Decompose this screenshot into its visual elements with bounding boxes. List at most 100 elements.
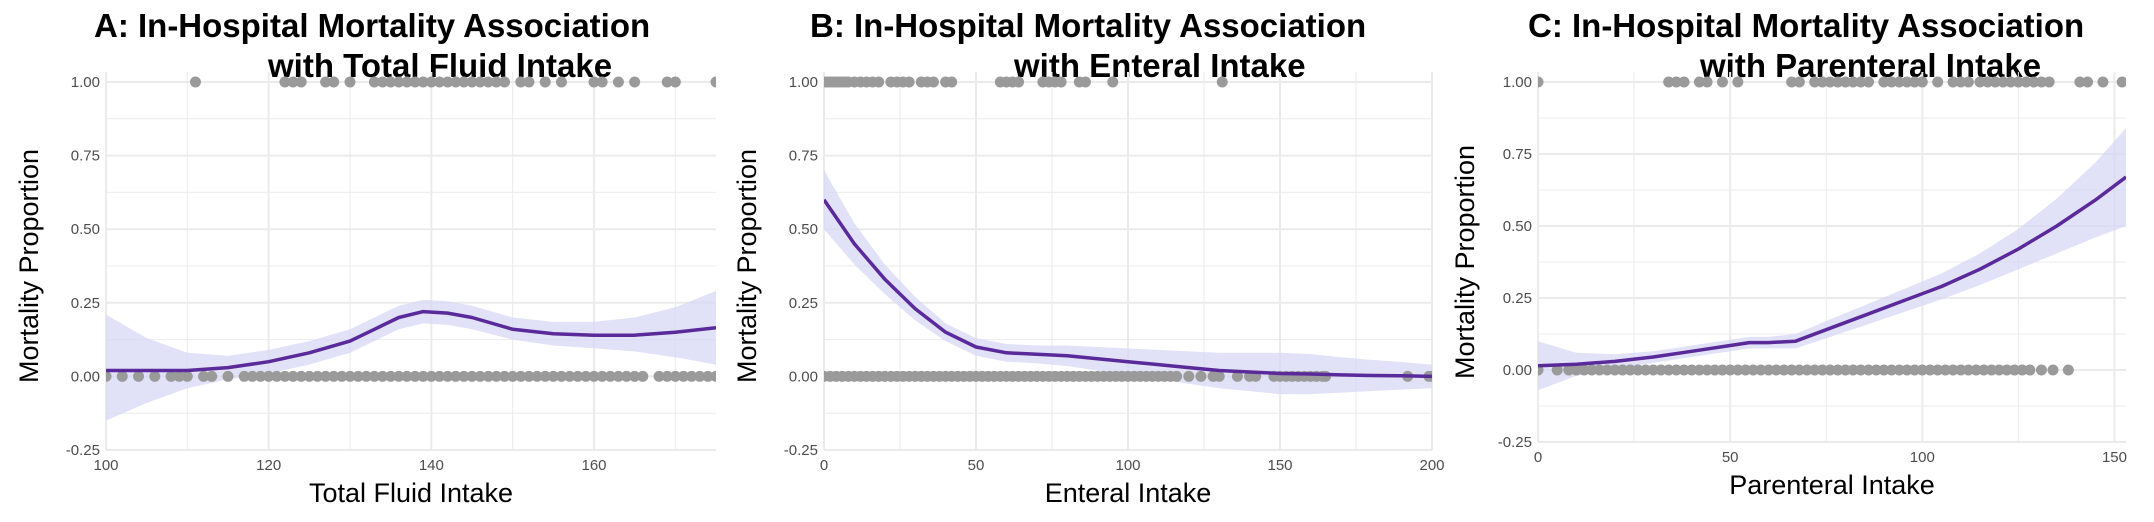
data-point-survived (1563, 364, 1575, 376)
data-point-survived (621, 370, 633, 382)
data-point-died (287, 76, 299, 88)
data-point-died (1107, 76, 1119, 88)
data-point-died (1974, 76, 1986, 88)
data-point-survived (1183, 370, 1195, 382)
data-point-survived (555, 370, 567, 382)
chart-plot-c: -0.25 0.00 0.25 0.50 0.75 1.00 0 50 100 150 Parent… (1450, 72, 2127, 500)
data-point-survived (1839, 364, 1851, 376)
data-point-died (669, 76, 681, 88)
data-point-survived (1724, 364, 1736, 376)
data-point-survived (1593, 364, 1605, 376)
data-point-died (1878, 76, 1890, 88)
data-point-died (629, 76, 641, 88)
data-point-survived (320, 370, 332, 382)
data-point-survived (222, 370, 234, 382)
data-point-survived (368, 370, 380, 382)
data-point-survived (2001, 364, 2013, 376)
data-point-died (1824, 76, 1836, 88)
chart-panel-a: A: In-Hospital Mortality Association wit… (0, 0, 718, 522)
y-tick-label: 0.00 (1503, 362, 1532, 379)
data-point-survived (686, 370, 698, 382)
x-tick-label: 0 (1534, 449, 1542, 466)
chart-title-line1: B: In-Hospital Mortality Association (810, 7, 1367, 44)
data-point-died (873, 76, 885, 88)
y-tick-label: 0.00 (71, 368, 100, 385)
data-point-died (2082, 76, 2094, 88)
data-point-died (927, 76, 939, 88)
data-point-survived (1716, 364, 1728, 376)
data-point-died (417, 76, 429, 88)
data-point-survived (303, 370, 315, 382)
data-point-died (1538, 76, 1544, 88)
x-tick-label: 0 (820, 457, 828, 474)
data-point-died (1693, 76, 1705, 88)
data-point-survived (507, 370, 519, 382)
data-point-survived (1213, 370, 1225, 382)
plot-area (1538, 76, 2126, 391)
data-point-survived (1624, 364, 1636, 376)
x-tick-label: 200 (1419, 457, 1444, 474)
data-point-survived (295, 370, 307, 382)
data-point-survived (1709, 364, 1721, 376)
data-point-survived (1686, 364, 1698, 376)
x-tick-label: 150 (1267, 457, 1292, 474)
data-point-survived (1586, 364, 1598, 376)
data-point-died (1997, 76, 2009, 88)
y-tick-label: 0.50 (1503, 218, 1532, 235)
data-point-died (385, 76, 397, 88)
data-point-survived (1663, 364, 1675, 376)
x-tick-label: 100 (1910, 449, 1935, 466)
data-point-survived (1832, 364, 1844, 376)
x-tick-label: 100 (93, 457, 118, 474)
data-point-survived (2016, 364, 2028, 376)
data-point-survived (1978, 364, 1990, 376)
data-point-survived (263, 370, 275, 382)
plot-area (824, 76, 1432, 395)
data-point-died (189, 76, 201, 88)
data-point-died (946, 76, 958, 88)
chart-plot-a: -0.25 0.00 0.25 0.50 0.75 1.00 100 120 140 160 Tot… (14, 72, 716, 508)
data-point-survived (523, 370, 535, 382)
data-point-survived (255, 370, 267, 382)
y-tick-label: 0.50 (789, 221, 818, 238)
data-point-died (1079, 76, 1091, 88)
data-point-survived (1732, 364, 1744, 376)
data-point-died (1947, 76, 1959, 88)
data-point-died (1670, 76, 1682, 88)
data-point-died (612, 76, 624, 88)
data-point-survived (2035, 364, 2047, 376)
data-point-survived (604, 370, 616, 382)
data-point-died (458, 76, 470, 88)
data-point-survived (401, 370, 413, 382)
data-point-survived (116, 370, 128, 382)
chart-title-line1: C: In-Hospital Mortality Association (1528, 7, 2085, 44)
data-point-survived (1924, 364, 1936, 376)
data-point-survived (661, 370, 673, 382)
data-point-survived (588, 370, 600, 382)
chart-title: B: In-Hospital Mortality Association wit… (718, 6, 1436, 86)
data-point-survived (328, 370, 340, 382)
data-point-survived (458, 370, 470, 382)
data-point-survived (106, 370, 112, 382)
data-point-died (1982, 76, 1994, 88)
data-point-died (393, 76, 405, 88)
data-point-survived (1609, 364, 1621, 376)
data-point-survived (1747, 364, 1759, 376)
data-point-survived (433, 370, 445, 382)
data-point-survived (1770, 364, 1782, 376)
data-point-died (1663, 76, 1675, 88)
data-point-survived (360, 370, 372, 382)
y-axis-title: Mortality Proportion (732, 149, 762, 383)
data-point-died (1013, 76, 1025, 88)
chart-title: A: In-Hospital Mortality Association wit… (0, 6, 718, 86)
data-point-survived (149, 370, 161, 382)
y-tick-label: -0.25 (66, 442, 100, 459)
data-point-survived (165, 370, 177, 382)
data-point-survived (1947, 364, 1959, 376)
confidence-band (106, 291, 716, 421)
data-point-survived (1824, 364, 1836, 376)
data-point-died (328, 76, 340, 88)
data-point-died (279, 76, 291, 88)
data-point-survived (1932, 364, 1944, 376)
data-point-survived (133, 370, 145, 382)
